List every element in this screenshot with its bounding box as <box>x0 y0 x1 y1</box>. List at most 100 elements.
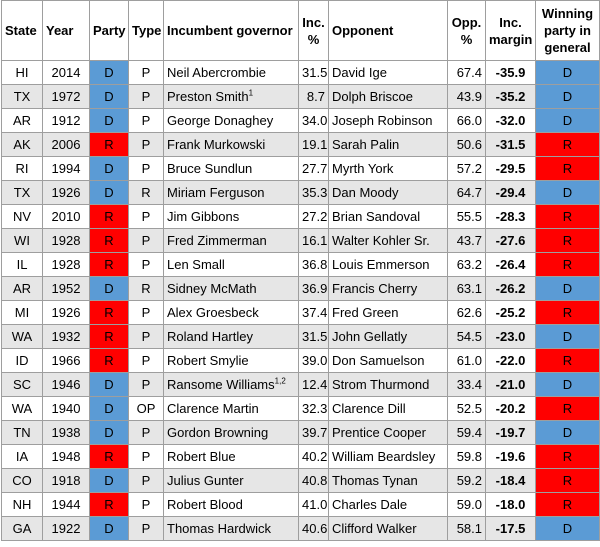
margin-cell: -21.0 <box>485 372 536 397</box>
opponent-cell: John Gellatly <box>328 324 448 349</box>
incumbent-cell: Miriam Ferguson <box>163 180 299 205</box>
type-cell: P <box>128 468 164 493</box>
party-cell: R <box>89 324 129 349</box>
winning-party-cell: R <box>535 444 600 469</box>
state-cell: NV <box>1 204 43 229</box>
winning-party-cell: D <box>535 108 600 133</box>
party-cell: R <box>89 300 129 325</box>
winning-party-cell: D <box>535 516 600 541</box>
header-opponent[interactable]: Opponent <box>328 0 448 61</box>
incumbent-name: Len Small <box>167 257 225 272</box>
incumbent-cell: Len Small <box>163 252 299 277</box>
year-cell: 1966 <box>42 348 90 373</box>
opp-pct-cell: 59.8 <box>447 444 486 469</box>
opp-pct-cell: 54.5 <box>447 324 486 349</box>
margin-cell: -35.2 <box>485 84 536 109</box>
header-winning-party[interactable]: Winning party in general <box>535 0 600 61</box>
opponent-cell: Sarah Palin <box>328 132 448 157</box>
table-row: WA 1932 R P Roland Hartley 31.5 John Gellatly 5… <box>1 324 600 349</box>
party-cell: R <box>89 132 129 157</box>
incumbent-cell: Robert Smylie <box>163 348 299 373</box>
inc-pct-cell: 40.2 <box>298 444 329 469</box>
winning-party-cell: R <box>535 300 600 325</box>
inc-pct-cell: 36.9 <box>298 276 329 301</box>
incumbent-cell: Julius Gunter <box>163 468 299 493</box>
party-cell: D <box>89 420 129 445</box>
header-state[interactable]: State <box>1 0 43 61</box>
incumbent-name: Alex Groesbeck <box>167 305 259 320</box>
incumbent-name: Julius Gunter <box>167 473 244 488</box>
state-cell: GA <box>1 516 43 541</box>
type-cell: OP <box>128 396 164 421</box>
header-year[interactable]: Year <box>42 0 90 61</box>
incumbent-cell: Neil Abercrombie <box>163 60 299 85</box>
opp-pct-cell: 50.6 <box>447 132 486 157</box>
table-row: HI 2014 D P Neil Abercrombie 31.5 David Ige 67.… <box>1 60 600 85</box>
header-opp-pct[interactable]: Opp. % <box>447 0 486 61</box>
footnote-marker[interactable]: 1 <box>248 88 254 98</box>
inc-pct-cell: 39.7 <box>298 420 329 445</box>
opp-pct-cell: 64.7 <box>447 180 486 205</box>
opp-pct-cell: 66.0 <box>447 108 486 133</box>
footnote-marker[interactable]: 1,2 <box>274 376 286 386</box>
type-cell: R <box>128 180 164 205</box>
table-row: GA 1922 D P Thomas Hardwick 40.6 Clifford Walk… <box>1 516 600 541</box>
incumbent-cell: Fred Zimmerman <box>163 228 299 253</box>
incumbent-name: Robert Blood <box>167 497 243 512</box>
opponent-cell: Prentice Cooper <box>328 420 448 445</box>
incumbent-name: Robert Blue <box>167 449 236 464</box>
opponent-cell: Strom Thurmond <box>328 372 448 397</box>
incumbent-name: Miriam Ferguson <box>167 185 265 200</box>
opp-pct-cell: 57.2 <box>447 156 486 181</box>
state-cell: AR <box>1 108 43 133</box>
winning-party-cell: R <box>535 156 600 181</box>
party-cell: R <box>89 204 129 229</box>
inc-pct-cell: 16.1 <box>298 228 329 253</box>
state-cell: AR <box>1 276 43 301</box>
year-cell: 1926 <box>42 180 90 205</box>
winning-party-cell: D <box>535 180 600 205</box>
opponent-cell: Myrth York <box>328 156 448 181</box>
header-incumbent-governor[interactable]: Incumbent governor <box>163 0 299 61</box>
opponent-cell: Dolph Briscoe <box>328 84 448 109</box>
party-cell: D <box>89 156 129 181</box>
header-inc-margin[interactable]: Inc. margin <box>485 0 536 61</box>
opp-pct-cell: 59.4 <box>447 420 486 445</box>
margin-cell: -18.0 <box>485 492 536 517</box>
winning-party-cell: D <box>535 372 600 397</box>
incumbent-name: Jim Gibbons <box>167 209 240 224</box>
incumbent-name: Neil Abercrombie <box>167 65 266 80</box>
party-cell: R <box>89 444 129 469</box>
table-row: IL 1928 R P Len Small 36.8 Louis Emmerson 63.2-… <box>1 252 600 277</box>
type-cell: P <box>128 84 164 109</box>
type-cell: P <box>128 156 164 181</box>
year-cell: 2010 <box>42 204 90 229</box>
party-cell: D <box>89 60 129 85</box>
margin-cell: -35.9 <box>485 60 536 85</box>
type-cell: R <box>128 276 164 301</box>
state-cell: CO <box>1 468 43 493</box>
header-inc-pct[interactable]: Inc. % <box>298 0 329 61</box>
header-type[interactable]: Type <box>128 0 164 61</box>
opp-pct-cell: 52.5 <box>447 396 486 421</box>
year-cell: 1994 <box>42 156 90 181</box>
incumbent-cell: Bruce Sundlun <box>163 156 299 181</box>
winning-party-cell: D <box>535 420 600 445</box>
year-cell: 1946 <box>42 372 90 397</box>
inc-pct-cell: 40.6 <box>298 516 329 541</box>
opp-pct-cell: 63.2 <box>447 252 486 277</box>
type-cell: P <box>128 348 164 373</box>
winning-party-cell: R <box>535 204 600 229</box>
winning-party-cell: R <box>535 492 600 517</box>
year-cell: 1940 <box>42 396 90 421</box>
party-cell: D <box>89 180 129 205</box>
inc-pct-cell: 39.0 <box>298 348 329 373</box>
incumbent-cell: Robert Blue <box>163 444 299 469</box>
table-row: AR 1952 D R Sidney McMath 36.9 Francis Cherry 6… <box>1 276 600 301</box>
incumbent-cell: Clarence Martin <box>163 396 299 421</box>
opponent-cell: Joseph Robinson <box>328 108 448 133</box>
winning-party-cell: R <box>535 252 600 277</box>
header-party[interactable]: Party <box>89 0 129 61</box>
incumbent-cell: Gordon Browning <box>163 420 299 445</box>
